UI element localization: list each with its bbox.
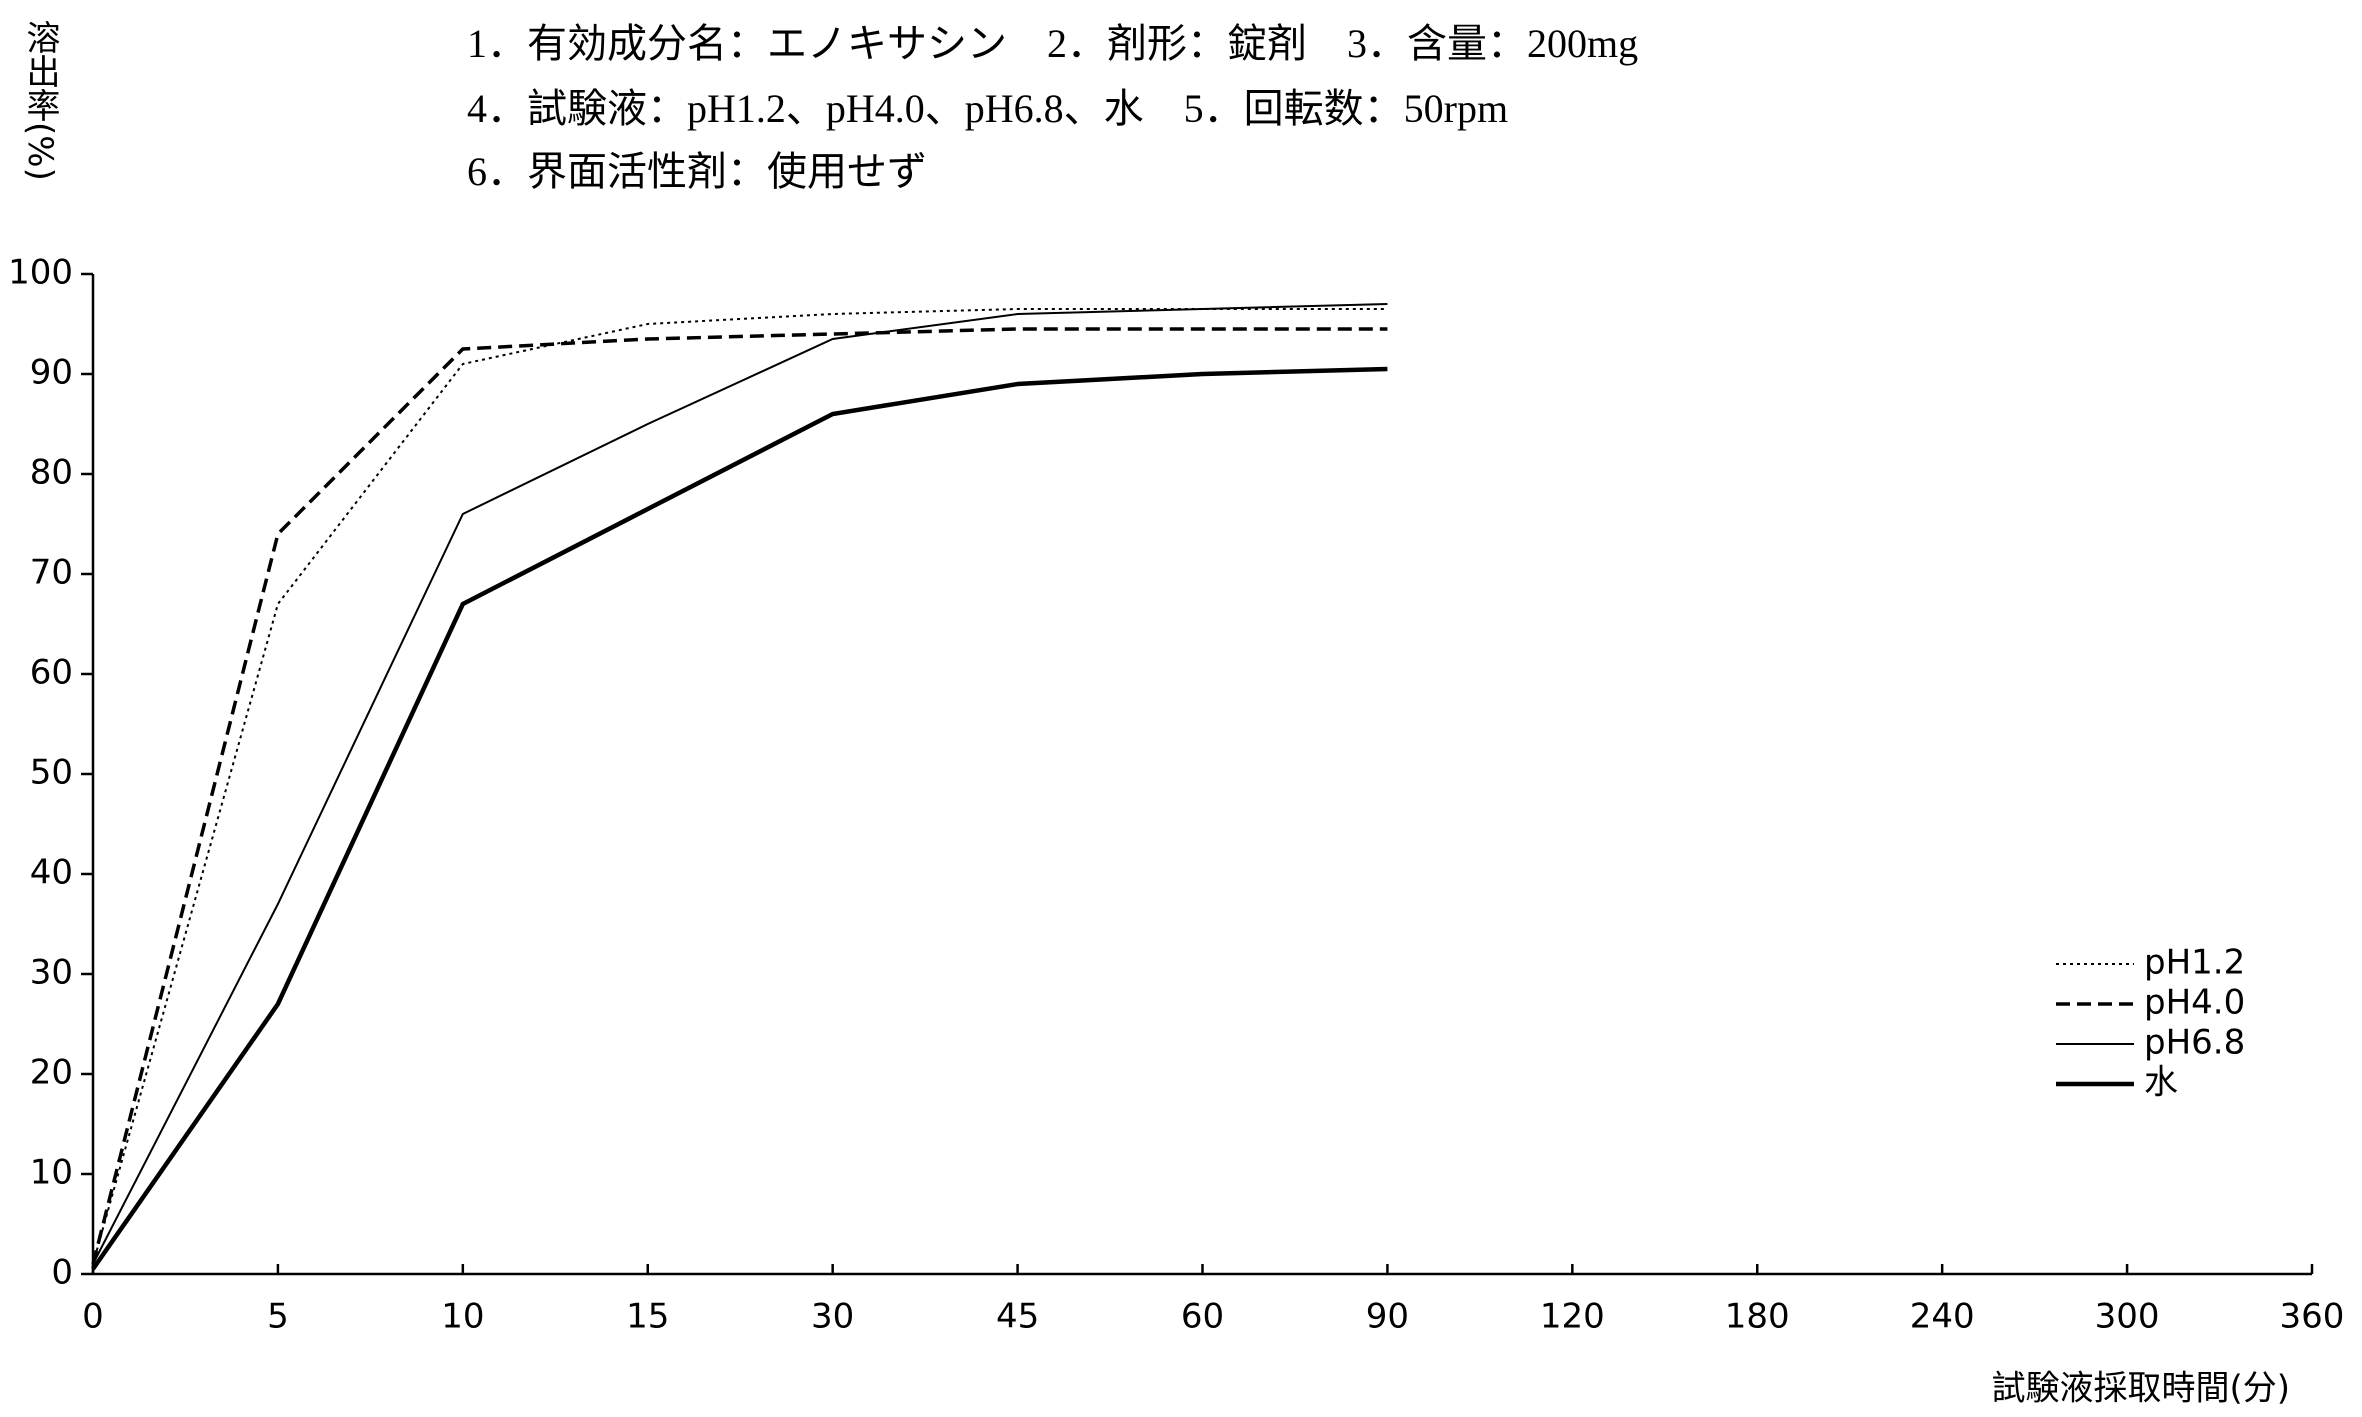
legend-label: pH4.0 [2144,983,2245,1023]
y-tick-label: 80 [30,453,73,493]
x-tick-label: 45 [996,1297,1039,1337]
x-tick-label: 120 [1540,1297,1605,1337]
legend-label: pH1.2 [2144,943,2245,983]
legend-label: pH6.8 [2144,1023,2245,1063]
y-tick-label: 70 [30,553,73,593]
y-tick-label: 60 [30,653,73,693]
x-tick-label: 240 [1910,1297,1975,1337]
y-tick-label: 0 [51,1253,73,1293]
header-line: 6．界面活性剤：使用せず [467,149,927,194]
x-tick-label: 300 [2095,1297,2160,1337]
y-tick-label: 90 [30,353,73,393]
y-tick-label: 30 [30,953,73,993]
x-tick-label: 0 [82,1297,104,1337]
legend-label: 水 [2144,1063,2178,1103]
x-tick-label: 360 [2280,1297,2345,1337]
x-tick-label: 30 [811,1297,854,1337]
y-axis-label: 溶出率(%) [20,20,60,181]
x-axis-label: 試験液採取時間(分) [1991,1369,2290,1409]
x-tick-label: 60 [1181,1297,1224,1337]
series-line [92,308,1388,1265]
x-tick-label: 90 [1366,1297,1409,1337]
y-tick-label: 50 [30,753,73,793]
series-line [91,327,1388,1265]
y-tick-label: 100 [8,253,73,293]
header-line: 1．有効成分名：エノキサシン 2．剤形：錠剤 3．含量：200mg [467,21,1638,66]
y-tick-label: 10 [30,1153,73,1193]
x-tick-label: 5 [267,1297,289,1337]
series-line [92,303,1388,1265]
x-tick-label: 15 [626,1297,669,1337]
x-tick-label: 10 [441,1297,484,1337]
y-tick-label: 20 [30,1053,73,1093]
x-tick-label: 180 [1725,1297,1790,1337]
header-line: 4．試験液：pH1.2、pH4.0、pH6.8、水 5．回転数：50rpm [467,86,1508,131]
series-line [91,366,1388,1271]
y-tick-label: 40 [30,853,73,893]
